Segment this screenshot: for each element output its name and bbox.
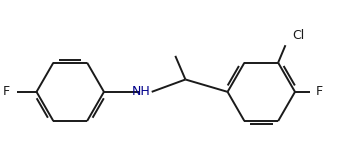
Text: Cl: Cl: [292, 29, 304, 42]
Text: F: F: [316, 85, 323, 98]
Text: F: F: [3, 85, 10, 98]
Text: NH: NH: [132, 85, 151, 98]
